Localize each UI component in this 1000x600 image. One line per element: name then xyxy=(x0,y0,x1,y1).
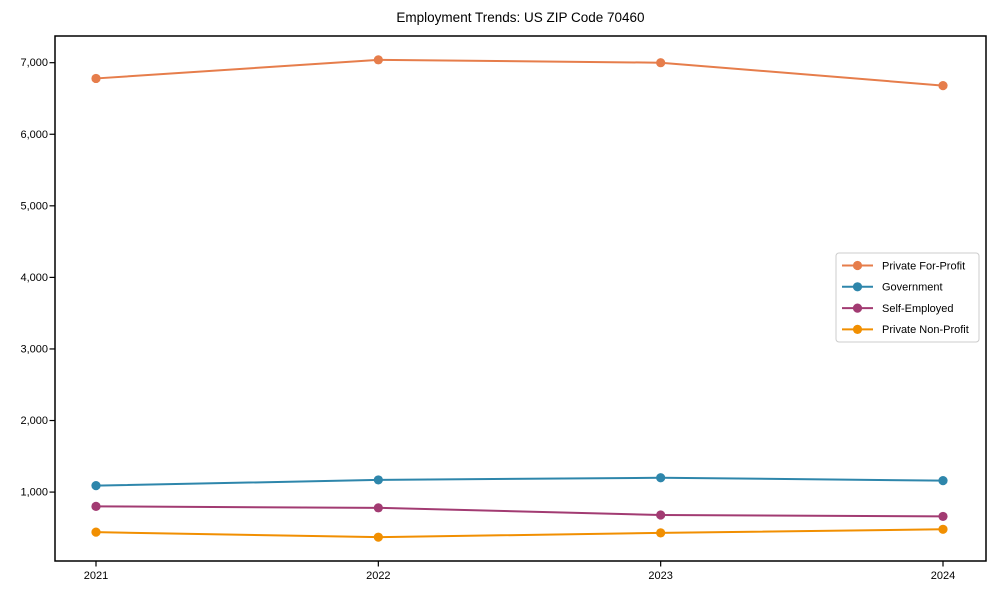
data-point xyxy=(91,501,101,511)
y-tick-label: 7,000 xyxy=(20,57,48,69)
data-point xyxy=(373,503,383,513)
data-point xyxy=(938,476,948,486)
series-line xyxy=(95,505,944,518)
legend-label: Government xyxy=(882,282,943,294)
series-line xyxy=(95,528,944,539)
data-point xyxy=(656,510,666,520)
legend-marker xyxy=(852,260,863,271)
series-line xyxy=(95,476,944,487)
data-point xyxy=(938,80,948,91)
series-private-for-profit xyxy=(91,55,948,91)
data-point xyxy=(373,475,383,485)
legend-entry: Private For-Profit xyxy=(842,260,965,272)
data-point xyxy=(373,532,383,542)
y-tick-label: 5,000 xyxy=(20,200,48,212)
y-tick-label: 6,000 xyxy=(20,129,48,141)
series-private-non-profit xyxy=(91,524,948,542)
legend-marker xyxy=(852,303,863,313)
data-point xyxy=(91,73,101,84)
data-point xyxy=(656,58,666,68)
legend-entry: Self-Employed xyxy=(842,303,954,315)
data-point xyxy=(656,473,666,483)
legend-entry: Government xyxy=(842,282,943,294)
y-tick-label: 2,000 xyxy=(20,415,48,427)
legend-label: Private Non-Profit xyxy=(882,324,969,336)
plot-frame xyxy=(54,35,987,562)
data-point xyxy=(938,524,948,534)
legend-marker xyxy=(852,324,863,334)
series-line xyxy=(95,58,944,87)
data-point xyxy=(656,528,666,538)
x-tick-label: 2021 xyxy=(84,570,108,582)
legend-entry: Private Non-Profit xyxy=(842,324,969,336)
x-tick-label: 2024 xyxy=(931,570,955,582)
data-point xyxy=(91,527,101,537)
y-tick-label: 1,000 xyxy=(20,487,48,499)
x-tick-label: 2022 xyxy=(366,570,390,582)
chart-title: Employment Trends: US ZIP Code 70460 xyxy=(396,10,645,25)
series-self-employed xyxy=(91,501,948,522)
series-government xyxy=(91,473,948,491)
legend-label: Private For-Profit xyxy=(882,260,965,272)
legend-box xyxy=(835,252,980,343)
data-point xyxy=(91,481,101,491)
data-point xyxy=(373,55,383,65)
x-tick-label: 2023 xyxy=(648,570,672,582)
legend-label: Self-Employed xyxy=(882,303,954,315)
legend-marker xyxy=(852,282,863,292)
data-point xyxy=(938,511,948,522)
y-tick-label: 4,000 xyxy=(20,272,48,284)
legend: Private For-Profit Government Self-Employe… xyxy=(835,252,980,343)
y-tick-label: 3,000 xyxy=(20,343,48,355)
